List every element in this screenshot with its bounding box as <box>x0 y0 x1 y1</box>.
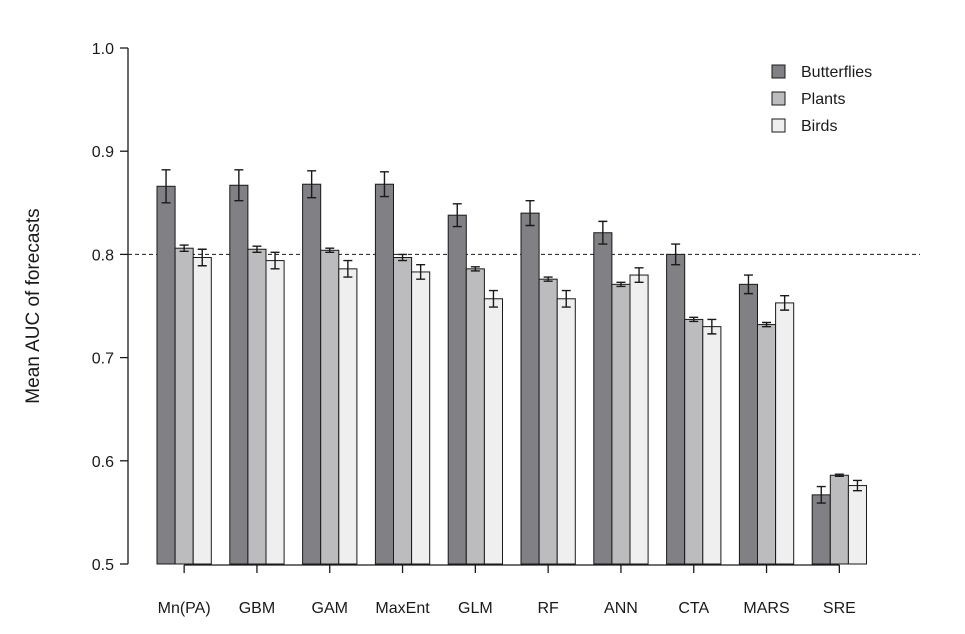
error-bar <box>234 169 244 202</box>
x-tick-label: MaxEnt <box>375 600 430 617</box>
error-bar <box>780 294 790 311</box>
error-bar <box>816 485 826 504</box>
error-bar <box>598 220 608 245</box>
bar <box>265 260 285 565</box>
x-tick-label: ANN <box>604 600 638 617</box>
error-bar <box>689 316 699 323</box>
bar <box>229 184 249 565</box>
error-bar <box>834 473 844 477</box>
bar <box>174 247 194 565</box>
error-bar <box>707 318 717 335</box>
legend-swatch <box>771 91 786 106</box>
error-bar <box>379 171 389 198</box>
legend-label: Butterflies <box>801 64 872 81</box>
x-tick-label: GAM <box>312 600 348 617</box>
y-tick-label: 0.5 <box>92 557 114 574</box>
bar <box>393 256 413 565</box>
error-bar <box>488 289 498 308</box>
x-tick-label: SRE <box>823 600 856 617</box>
bar <box>374 183 394 565</box>
bar <box>192 256 212 565</box>
bar <box>302 183 322 565</box>
error-bar <box>161 169 171 204</box>
error-bar <box>197 248 207 267</box>
y-axis-title: Mean AUC of forecasts <box>23 208 44 403</box>
bar <box>156 185 176 565</box>
bar <box>847 485 868 565</box>
bar <box>829 474 849 565</box>
bar <box>447 214 467 565</box>
error-bar <box>561 289 571 308</box>
error-bar <box>852 479 862 492</box>
error-bar <box>543 276 553 282</box>
bar <box>811 494 831 565</box>
error-bar <box>343 259 353 278</box>
bar <box>465 268 485 565</box>
bar <box>338 268 358 565</box>
x-tick-label: Mn(PA) <box>158 600 211 617</box>
bar <box>320 249 340 565</box>
error-bar <box>416 264 426 280</box>
error-bar <box>616 281 626 288</box>
bar <box>538 278 558 565</box>
y-tick-label: 0.9 <box>92 144 114 161</box>
bars-group <box>156 183 868 565</box>
y-axis: 0.5 0.6 0.7 0.8 0.9 1.0 <box>92 41 129 574</box>
error-bar <box>743 274 753 295</box>
x-tick-label: GLM <box>458 600 493 617</box>
bar <box>629 274 649 565</box>
error-bar <box>307 170 317 199</box>
error-bars-group <box>161 169 862 504</box>
bar <box>247 248 267 565</box>
error-bar <box>634 267 644 283</box>
y-tick-label: 0.7 <box>92 351 114 368</box>
x-axis: Mn(PA) GBM GAM MaxEnt GLM RF ANN CTA MARS SRE <box>158 564 856 617</box>
bar <box>411 271 431 565</box>
y-tick-label: 0.6 <box>92 454 114 471</box>
error-bar <box>398 253 408 262</box>
error-bar <box>179 244 189 253</box>
x-tick-label: MARS <box>743 600 789 617</box>
legend-swatch <box>771 64 786 79</box>
bar <box>757 324 777 565</box>
y-tick-label: 0.8 <box>92 247 114 264</box>
bar <box>666 253 686 565</box>
bar <box>556 298 576 565</box>
legend-swatch <box>771 118 786 133</box>
bar <box>702 326 722 565</box>
bar <box>738 283 759 565</box>
x-tick-label: GBM <box>239 600 275 617</box>
x-tick-label: CTA <box>678 600 709 617</box>
bar <box>593 232 613 565</box>
bar <box>684 318 704 565</box>
error-bar <box>762 321 772 328</box>
legend-label: Birds <box>801 118 837 135</box>
bar <box>775 302 795 565</box>
bar <box>520 212 540 565</box>
y-tick-label: 1.0 <box>92 41 114 58</box>
legend: Butterflies Plants Birds <box>771 64 872 135</box>
error-bar <box>252 245 262 254</box>
error-bar <box>270 251 280 270</box>
error-bar <box>325 247 335 254</box>
bar <box>611 283 631 565</box>
x-tick-label: RF <box>537 600 559 617</box>
error-bar <box>452 203 462 228</box>
bar <box>483 298 503 565</box>
error-bar <box>525 200 535 227</box>
error-bar <box>470 266 480 272</box>
legend-label: Plants <box>801 91 845 108</box>
error-bar <box>671 243 681 266</box>
